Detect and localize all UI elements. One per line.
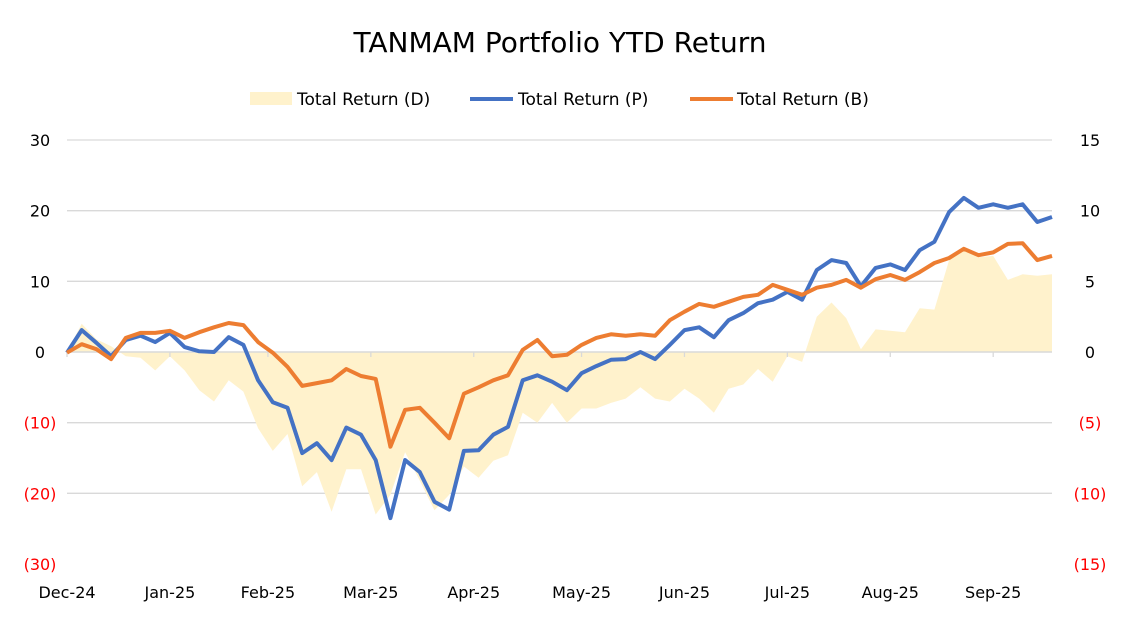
legend: Total Return (D) Total Return (P) Total … [250, 90, 869, 110]
y-right-tick-label: (10) [1074, 484, 1107, 503]
y-right-tick-label: (5) [1079, 414, 1102, 433]
y-right-tick-label: 10 [1080, 202, 1100, 221]
x-tick-label: Aug-25 [862, 583, 919, 602]
legend-label-p: Total Return (P) [517, 90, 648, 110]
area-series-d [67, 250, 1052, 514]
y-left-tick-label: (20) [24, 484, 57, 503]
x-tick-label: Sep-25 [965, 583, 1021, 602]
y-right-tick-label: 5 [1085, 272, 1095, 291]
y-right-tick-label: 15 [1080, 131, 1100, 150]
gridlines [67, 140, 1052, 493]
y-left-tick-label: (30) [24, 555, 57, 574]
x-tick-label: Mar-25 [343, 583, 398, 602]
x-tick-label: Jul-25 [764, 583, 810, 602]
y-right-tick-label: (15) [1074, 555, 1107, 574]
y-left-tick-label: (10) [24, 414, 57, 433]
legend-label-d: Total Return (D) [296, 90, 430, 110]
area-total-return-d [67, 250, 1052, 514]
x-tick-label: Jan-25 [144, 583, 196, 602]
x-tick-label: Feb-25 [241, 583, 295, 602]
y-right-tick-label: 0 [1085, 343, 1095, 362]
y-left-tick-label: 10 [30, 272, 50, 291]
x-tick-label: Dec-24 [38, 583, 95, 602]
legend-label-b: Total Return (B) [736, 90, 869, 110]
x-tick-label: May-25 [552, 583, 611, 602]
legend-swatch-d [250, 92, 292, 105]
y-left-tick-label: 30 [30, 131, 50, 150]
chart-title: TANMAM Portfolio YTD Return [352, 26, 766, 59]
y-left-tick-label: 20 [30, 202, 50, 221]
x-tick-label: Apr-25 [447, 583, 500, 602]
y-left-tick-label: 0 [35, 343, 45, 362]
x-tick-label: Jun-25 [658, 583, 710, 602]
